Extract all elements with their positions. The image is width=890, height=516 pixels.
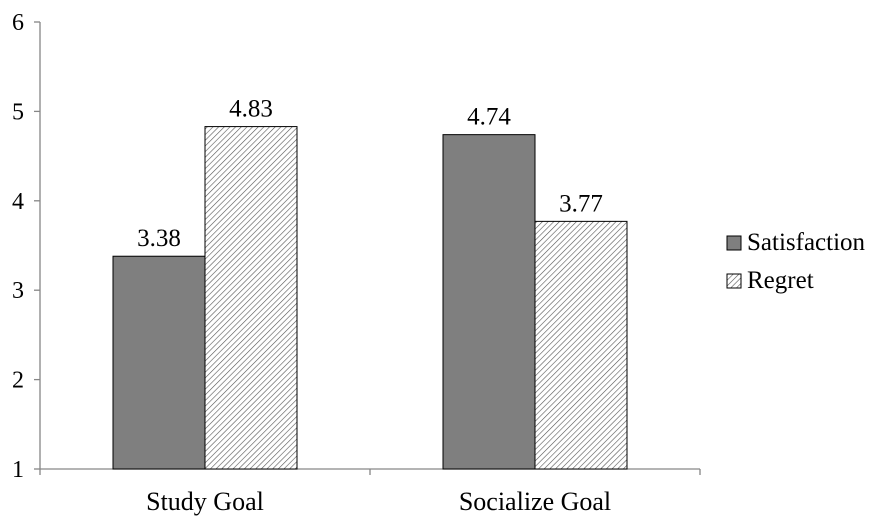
y-tick-label: 6: [12, 10, 24, 36]
data-label: 4.74: [467, 104, 511, 131]
y-tick-label: 4: [12, 189, 24, 215]
x-category-label: Socialize Goal: [459, 487, 611, 516]
bar-satisfaction-study-goal: [112, 255, 206, 470]
x-category-label: Study Goal: [146, 487, 264, 516]
legend-swatch-satisfaction: [726, 235, 742, 251]
data-label: 4.83: [229, 96, 273, 123]
bar-regret-study-goal: [204, 126, 298, 470]
bar-satisfaction-socialize-goal: [442, 134, 536, 470]
labels: 3.38 4.83 Study Goal 4.74 3.77 Socialize Goal: [137, 96, 611, 516]
legend-swatch-regret: [726, 273, 742, 289]
y-tick-label: 1: [12, 457, 24, 483]
y-tick-label: 3: [12, 278, 24, 304]
data-label: 3.77: [559, 190, 603, 217]
data-label: 3.38: [137, 225, 181, 252]
y-tick-label: 2: [12, 368, 24, 394]
y-tick-label: 5: [12, 99, 24, 125]
legend-label-satisfaction: Satisfaction: [747, 229, 866, 256]
legend-label-regret: Regret: [747, 267, 814, 294]
legend: Satisfaction Regret: [726, 229, 866, 294]
bar-regret-socialize-goal: [534, 220, 628, 470]
bars: [112, 126, 628, 470]
